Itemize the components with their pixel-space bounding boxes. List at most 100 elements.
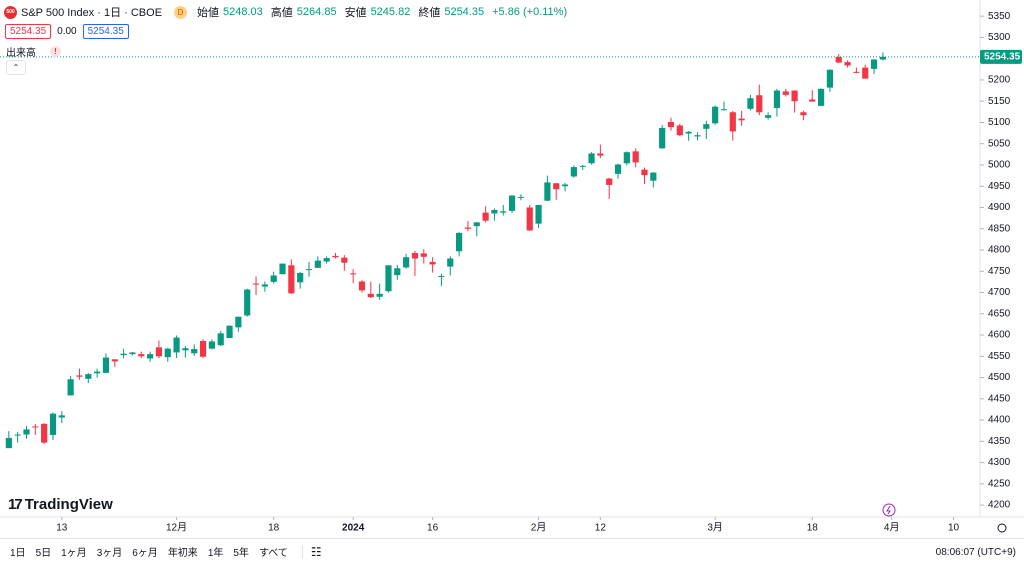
y-tick-label: 4850 xyxy=(988,223,1011,234)
candle-body xyxy=(500,211,507,213)
ohlc-label: 高値 xyxy=(270,7,293,19)
candle-body xyxy=(473,222,480,227)
candle-body xyxy=(438,275,445,277)
candle-body xyxy=(623,152,630,164)
candle-body xyxy=(111,359,118,362)
candle-body xyxy=(800,112,807,116)
candle-body xyxy=(270,275,277,282)
candle-body xyxy=(491,210,498,214)
candle-body xyxy=(129,352,136,355)
candle-body xyxy=(120,353,127,356)
candle-body xyxy=(394,268,401,276)
candle-body xyxy=(606,178,613,185)
collapse-button[interactable]: ⌃ xyxy=(6,60,26,75)
y-tick-label: 4500 xyxy=(988,372,1011,383)
candle-body xyxy=(879,56,886,60)
y-tick-label: 5350 xyxy=(988,11,1011,22)
settings-icon xyxy=(997,523,1007,533)
range-button[interactable]: 5日 xyxy=(35,548,52,559)
ohlc-label: 始値 xyxy=(197,7,220,19)
candle-body xyxy=(208,341,215,349)
x-tick-label: 13 xyxy=(56,523,68,534)
y-tick-label: 4550 xyxy=(988,351,1011,362)
candle-body xyxy=(447,258,454,267)
y-tick-label: 4700 xyxy=(988,287,1011,298)
candle-body xyxy=(535,204,542,224)
range-button[interactable]: 1日 xyxy=(10,548,26,559)
buy-price[interactable]: 5254.35 xyxy=(82,24,129,39)
candle-body xyxy=(23,429,30,435)
volume-label: 出来高 xyxy=(6,48,36,59)
candle-body xyxy=(588,153,595,164)
candle-body xyxy=(614,164,622,174)
candle-body xyxy=(508,195,516,211)
candle-body xyxy=(791,90,798,102)
candle-body xyxy=(773,90,781,108)
date-range-icon[interactable]: ☷ xyxy=(301,544,322,559)
header: 500 S&P 500 Index · 1日 · CBOE D 始値 5248.0… xyxy=(4,4,571,20)
range-button[interactable]: 1年 xyxy=(207,548,224,559)
candle-body xyxy=(597,153,604,156)
candle-body xyxy=(235,316,242,328)
candle-body xyxy=(358,281,366,291)
candle-body xyxy=(403,257,410,268)
range-button[interactable]: 5年 xyxy=(233,548,249,559)
y-tick-label: 5050 xyxy=(988,138,1011,149)
range-button[interactable]: すべて xyxy=(258,548,288,559)
candle-body xyxy=(191,349,198,354)
candle-body xyxy=(756,95,763,113)
range-button[interactable]: 3ヶ月 xyxy=(96,548,123,559)
x-tick-label: 16 xyxy=(427,523,439,534)
sell-price[interactable]: 5254.35 xyxy=(5,24,52,39)
candle-body xyxy=(155,347,163,357)
candle-body xyxy=(570,167,577,177)
candle-body xyxy=(85,374,92,379)
candle-body xyxy=(729,112,736,132)
candle-body xyxy=(67,379,74,396)
candle-body xyxy=(350,273,357,275)
candle-body xyxy=(685,131,692,134)
range-button[interactable]: 年初来 xyxy=(167,548,198,559)
symbol[interactable]: S&P 500 Index · 1日 · CBOE xyxy=(21,7,163,19)
x-tick-label: 12 xyxy=(595,523,607,534)
candle-body xyxy=(703,124,710,129)
candle-body xyxy=(456,232,463,252)
ohlc-label: 終値 xyxy=(418,7,441,19)
candle-body xyxy=(862,67,869,79)
candle-body xyxy=(694,135,701,137)
candle-body xyxy=(305,269,313,271)
ohlc-value: 5254.35 xyxy=(444,6,485,18)
candle-body xyxy=(676,125,683,136)
candle-body xyxy=(420,253,427,257)
logo-text: TradingView xyxy=(24,496,113,513)
y-tick-label: 4200 xyxy=(988,500,1011,511)
candle-body xyxy=(526,207,533,231)
candle-body xyxy=(659,127,666,149)
candle-body xyxy=(138,354,145,357)
candle-body xyxy=(341,257,348,263)
candle-body xyxy=(835,56,842,63)
last-price-label: 5254.35 xyxy=(984,51,1021,62)
candle-body xyxy=(809,99,816,102)
candle-body xyxy=(226,325,233,339)
candle-body xyxy=(561,184,569,187)
x-tick-label: 2024 xyxy=(342,523,365,534)
alert[interactable]: ! xyxy=(50,46,61,57)
range-button[interactable]: 6ヶ月 xyxy=(132,548,158,559)
candle-body xyxy=(261,284,268,287)
logo: 17 TradingView xyxy=(8,496,113,513)
candle-body xyxy=(826,69,833,88)
volume: 出来高 ! xyxy=(6,44,61,59)
x-tick-label: 2月 xyxy=(531,522,547,534)
candle-body xyxy=(58,415,65,418)
y-tick-label: 4350 xyxy=(988,436,1011,447)
range-button[interactable]: 1ヶ月 xyxy=(61,548,87,559)
candle-body xyxy=(667,122,675,128)
candle-body xyxy=(5,437,12,449)
candle-body xyxy=(314,260,321,268)
candle-body xyxy=(817,88,825,106)
y-tick-label: 4450 xyxy=(988,393,1011,404)
y-tick-label: 4800 xyxy=(988,245,1011,256)
